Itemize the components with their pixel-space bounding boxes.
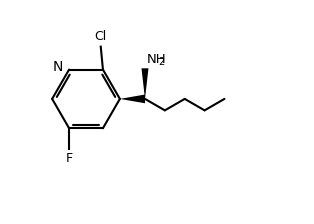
- Polygon shape: [120, 95, 145, 103]
- Text: N: N: [52, 60, 62, 74]
- Text: 2: 2: [159, 57, 165, 67]
- Polygon shape: [142, 68, 149, 99]
- Text: F: F: [66, 152, 73, 165]
- Text: NH: NH: [147, 53, 167, 66]
- Text: Cl: Cl: [95, 30, 107, 43]
